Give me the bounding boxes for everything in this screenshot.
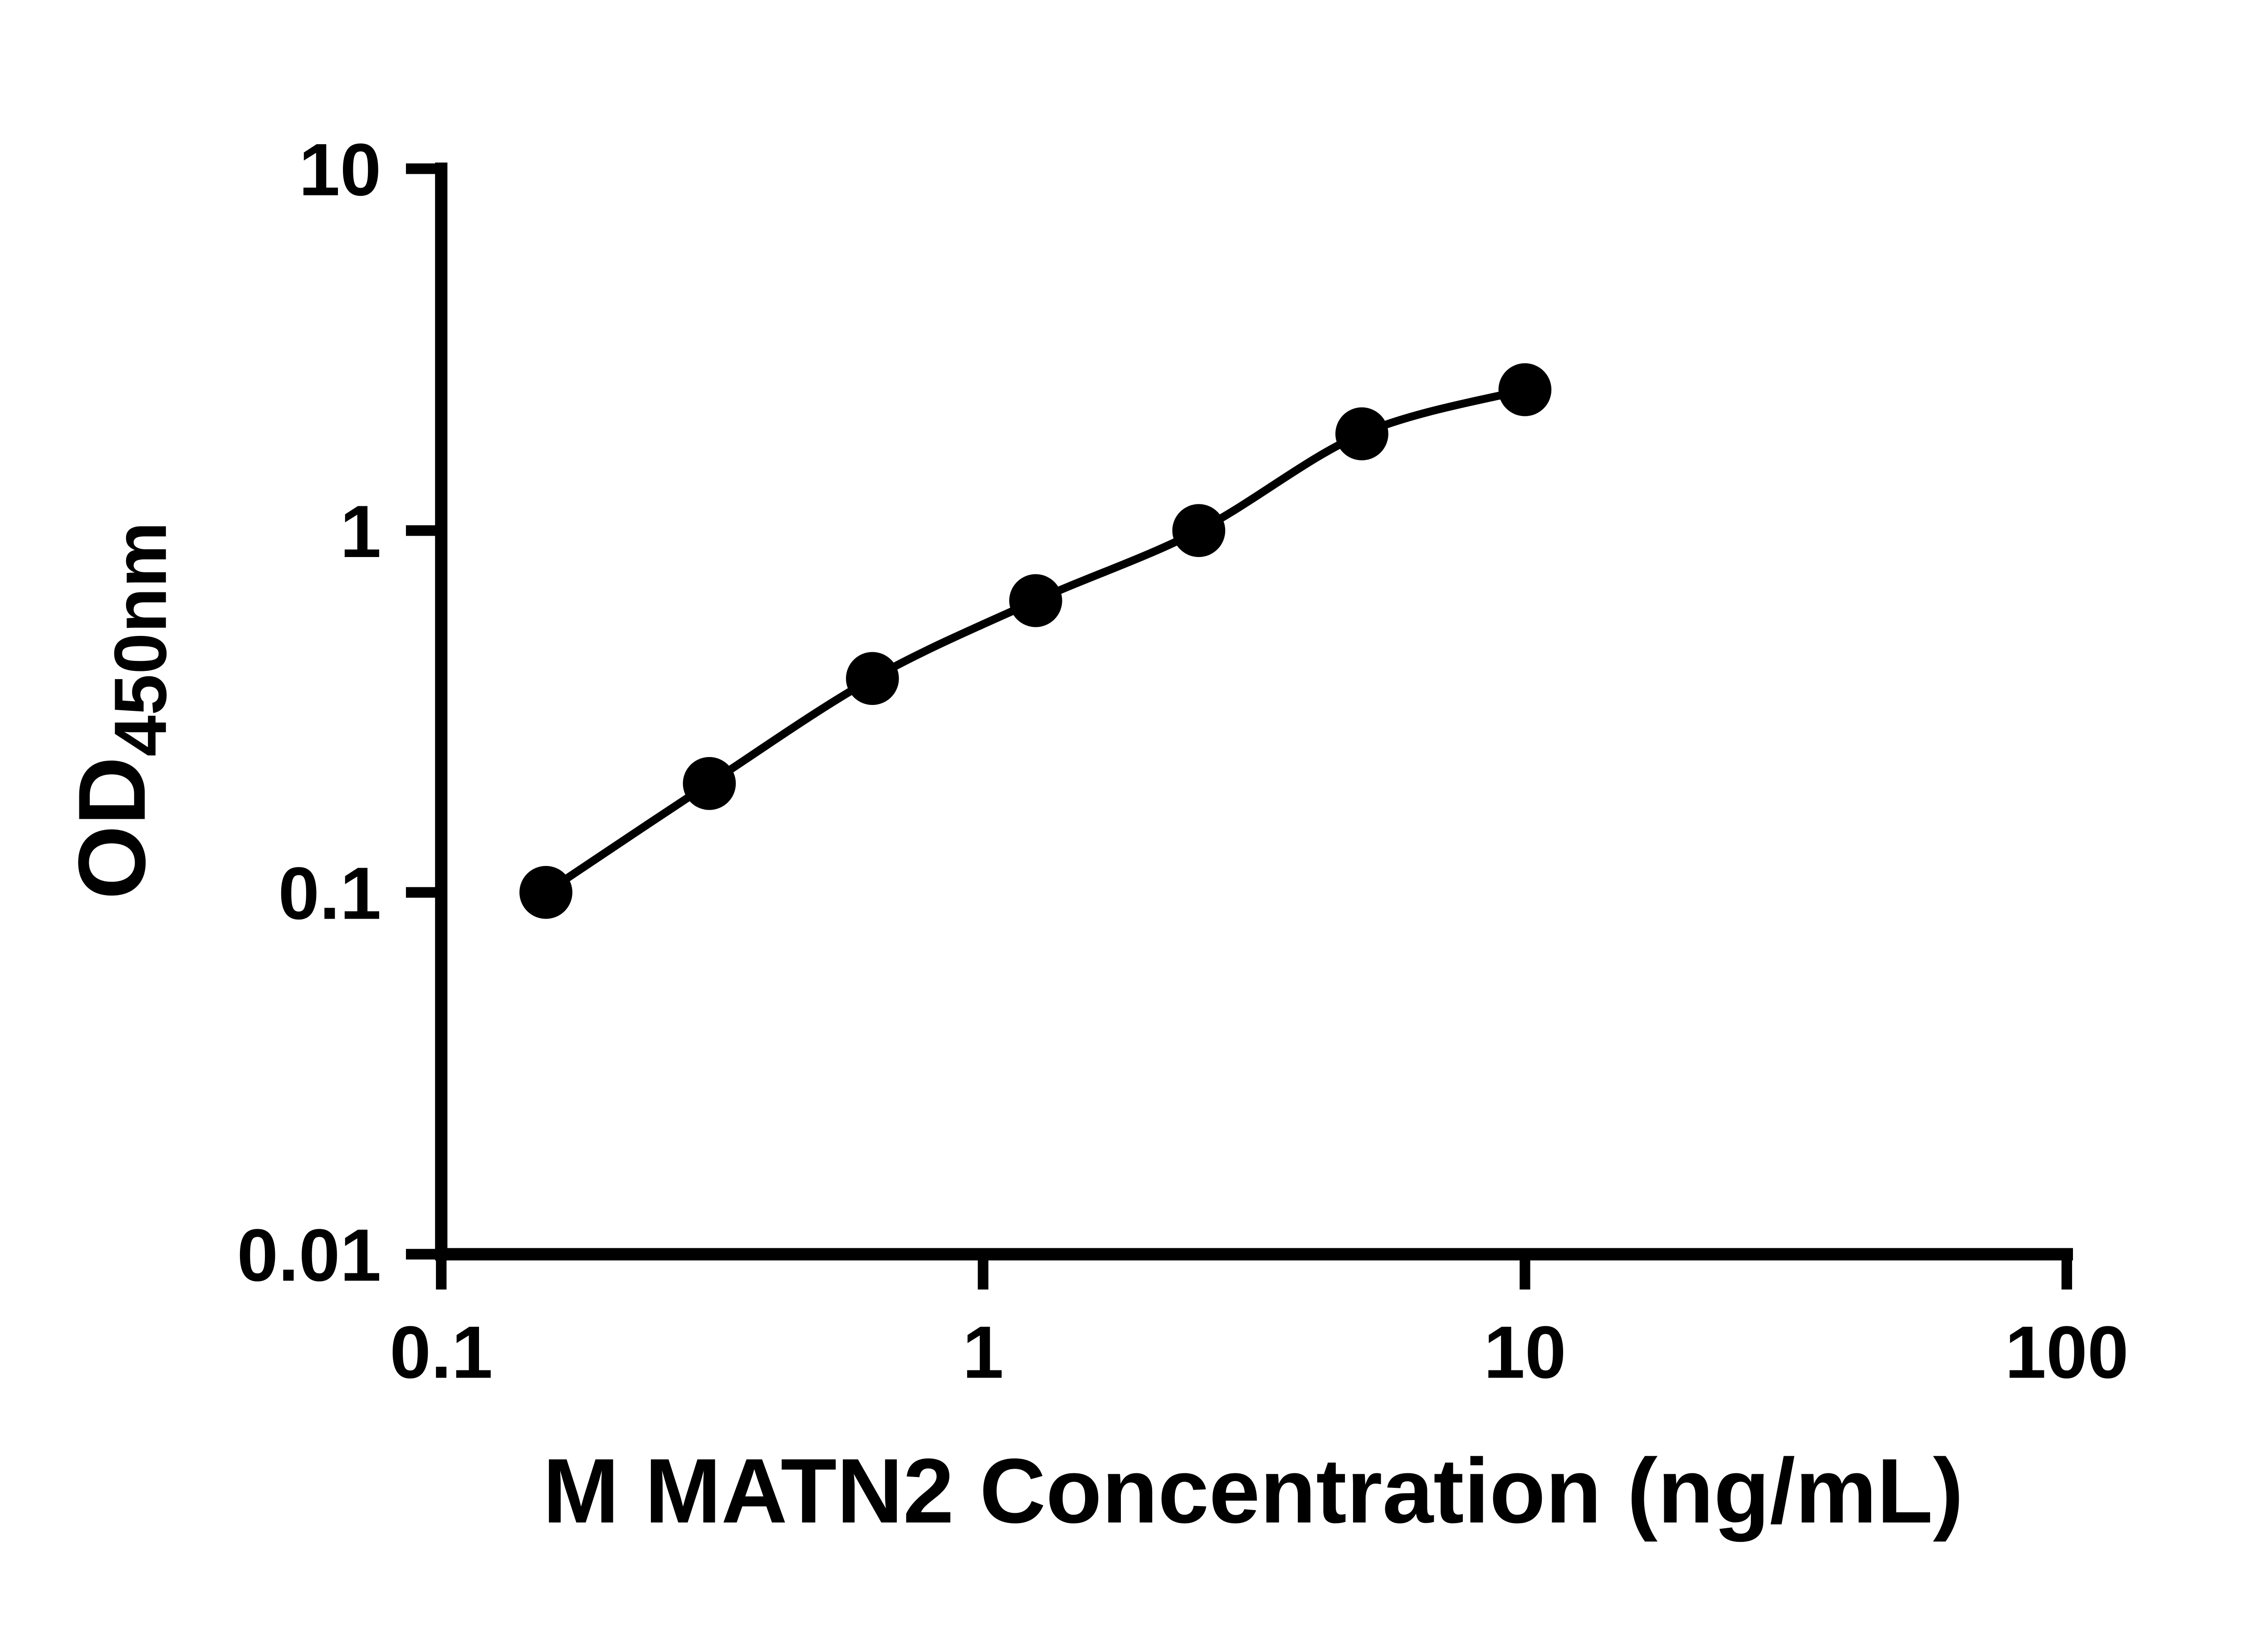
x-axis-title: M MATN2 Concentration (ng/mL)	[543, 1439, 1964, 1542]
data-series-layer	[519, 363, 1552, 919]
x-axis-tick-label: 10	[1484, 1310, 1566, 1393]
data-point-marker	[1009, 574, 1062, 627]
data-point-marker	[1335, 407, 1388, 460]
data-point-marker	[683, 757, 736, 810]
y-axis-title-subscript: 450nm	[99, 522, 182, 757]
y-axis-tick-label: 10	[299, 128, 381, 211]
y-axis-tick-label: 0.01	[237, 1213, 381, 1296]
fit-curve	[543, 386, 1526, 896]
x-axis-tick-label: 0.1	[390, 1310, 493, 1393]
x-axis-tick-label: 100	[2005, 1310, 2129, 1393]
data-point-marker	[1498, 363, 1552, 416]
y-axis-title-main: OD	[59, 757, 165, 900]
data-point-marker	[1172, 504, 1226, 557]
x-axis-tick-label: 1	[963, 1310, 1004, 1393]
data-point-marker	[519, 865, 572, 919]
data-point-marker	[846, 652, 899, 705]
y-axis-tick-label: 1	[340, 490, 381, 573]
y-axis-title: OD450nm	[59, 522, 182, 900]
y-axis-tick-label: 0.1	[278, 852, 381, 935]
